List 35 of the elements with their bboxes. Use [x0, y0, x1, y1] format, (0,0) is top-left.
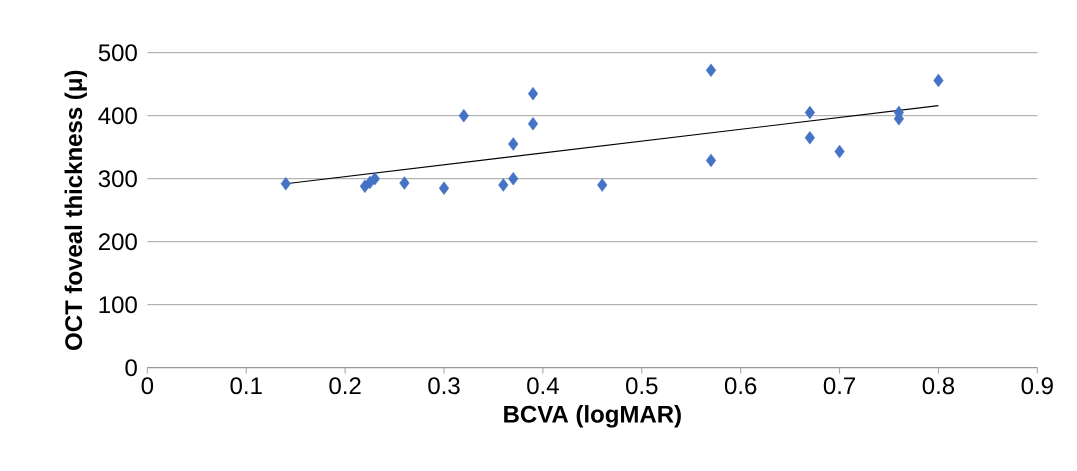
point: [804, 131, 815, 145]
x-tick-label: 0.7: [823, 377, 856, 395]
x-tick-label: 0.9: [1021, 377, 1053, 395]
x-tick-label: 0.8: [922, 377, 955, 395]
x-tick-label: 0.5: [626, 377, 658, 395]
point: [498, 178, 509, 192]
y-tick-label: 500: [98, 44, 137, 62]
point: [508, 137, 519, 151]
point: [705, 153, 717, 168]
x-axis-title: BCVA (logMAR): [504, 405, 681, 428]
point: [527, 117, 539, 131]
y-axis-title: OCT foveal thickness (μ): [64, 70, 87, 350]
point: [804, 105, 815, 120]
y-tick-label: 300: [98, 170, 137, 188]
point: [280, 177, 291, 191]
point: [705, 63, 717, 78]
point: [458, 108, 469, 123]
x-tick-label: 0.1: [230, 377, 262, 395]
point: [933, 73, 944, 88]
y-tick-label: 200: [98, 233, 137, 251]
y-tick-label: 400: [98, 107, 137, 125]
point: [438, 181, 450, 195]
x-tick-label: 0.4: [527, 377, 559, 395]
x-tick-label: 0.6: [724, 377, 757, 395]
x-tick-label: 0.2: [329, 377, 361, 395]
x-tick-label: 0: [141, 377, 154, 395]
x-tick-label: 0.3: [428, 377, 460, 395]
point: [399, 176, 410, 190]
y-tick-label: 100: [99, 296, 137, 314]
point: [369, 171, 380, 186]
y-tick-label: 0: [125, 359, 137, 377]
point: [508, 171, 519, 186]
point: [834, 144, 845, 159]
point: [597, 178, 608, 192]
point: [527, 86, 539, 101]
